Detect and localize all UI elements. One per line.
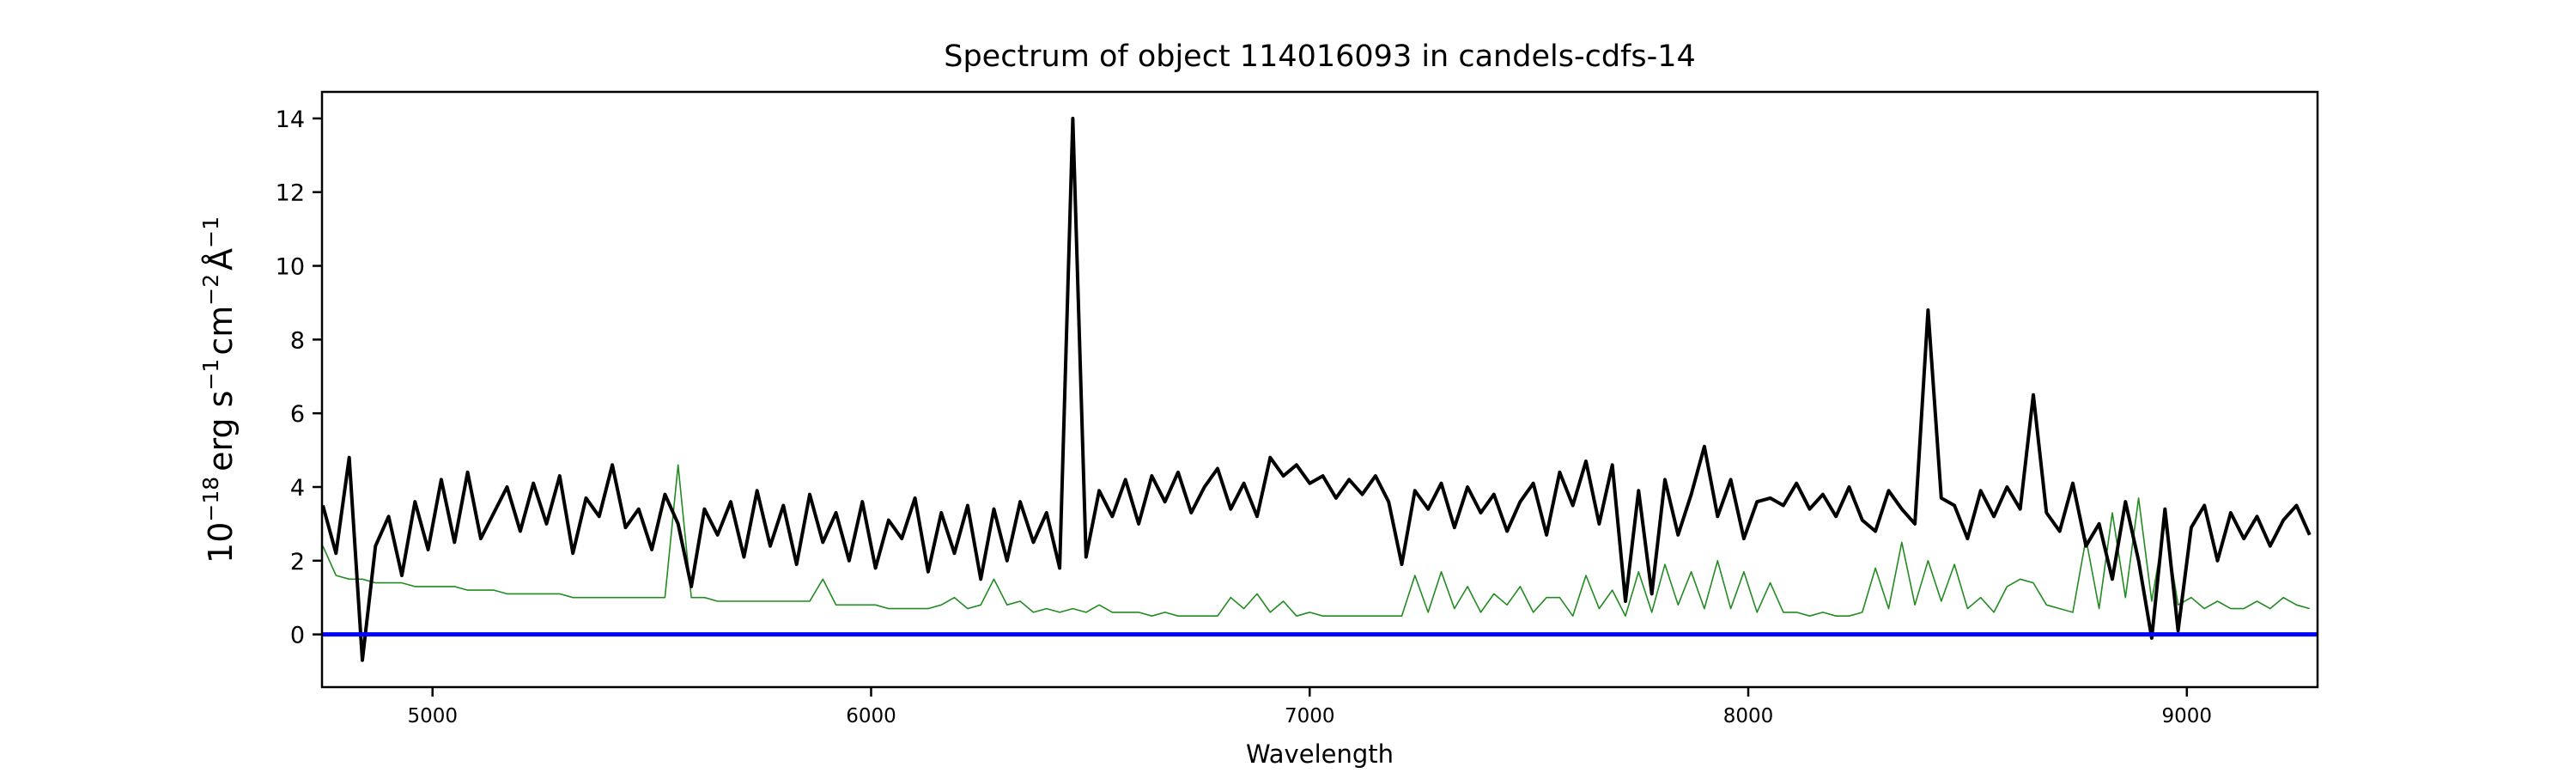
- x-axis-label: Wavelength: [1246, 740, 1394, 769]
- x-tick-label: 9000: [2162, 705, 2213, 727]
- y-tick-label: 14: [276, 107, 305, 133]
- flux-series-line: [322, 116, 2312, 662]
- y-tick-label: 10: [276, 254, 305, 281]
- y-tick-label: 8: [290, 327, 305, 354]
- sky-series-line: [322, 464, 2311, 618]
- x-tick-label: 7000: [1285, 705, 1335, 727]
- y-tick-label: 12: [276, 180, 305, 207]
- chart-title: Spectrum of object 114016093 in candels-…: [944, 40, 1696, 74]
- y-tick-label: 2: [290, 549, 305, 575]
- x-tick-label: 5000: [407, 705, 458, 727]
- y-tick-label: 6: [290, 401, 305, 428]
- x-tick-label: 8000: [1723, 705, 1774, 727]
- y-tick-label: 0: [290, 623, 305, 649]
- axes-frame: [320, 90, 2319, 689]
- y-axis-label: 10−18erg s−1cm−2Å−1: [198, 216, 240, 563]
- y-tick-label: 4: [290, 475, 305, 502]
- x-tick-label: 6000: [846, 705, 896, 727]
